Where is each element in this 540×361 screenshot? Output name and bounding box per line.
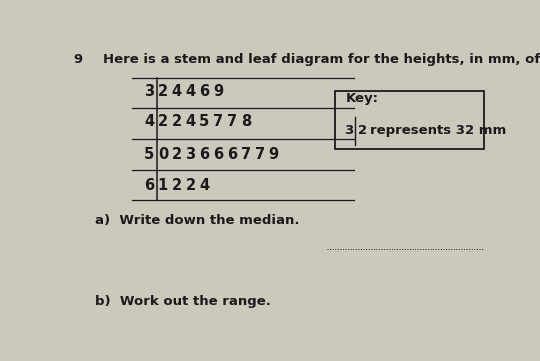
Text: 6: 6	[213, 147, 223, 162]
Text: Here is a stem and leaf diagram for the heights, in mm, of 25 seedlings.: Here is a stem and leaf diagram for the …	[103, 53, 540, 66]
Text: 6: 6	[144, 178, 154, 192]
Text: 4: 4	[144, 114, 154, 129]
Text: 2: 2	[172, 178, 182, 192]
Text: 2: 2	[185, 178, 195, 192]
Text: 7: 7	[227, 114, 237, 129]
Text: 2: 2	[172, 147, 182, 162]
Text: 4: 4	[185, 114, 195, 129]
Text: 1: 1	[158, 178, 168, 192]
Text: 7: 7	[241, 147, 251, 162]
Text: 6: 6	[199, 147, 210, 162]
Text: 3: 3	[344, 125, 353, 138]
Text: 4: 4	[185, 84, 195, 100]
Text: 5: 5	[144, 147, 154, 162]
Text: 2: 2	[158, 114, 168, 129]
Text: 9: 9	[268, 147, 279, 162]
Text: 8: 8	[241, 114, 251, 129]
Text: 7: 7	[254, 147, 265, 162]
Text: b)  Work out the range.: b) Work out the range.	[94, 295, 271, 308]
Text: 9: 9	[213, 84, 223, 100]
Text: 2: 2	[172, 114, 182, 129]
Text: 6: 6	[199, 84, 210, 100]
Text: 3: 3	[185, 147, 195, 162]
Text: Key:: Key:	[346, 92, 379, 105]
Text: 6: 6	[227, 147, 237, 162]
Text: 5: 5	[199, 114, 210, 129]
Text: 3: 3	[144, 84, 154, 100]
Text: 7: 7	[213, 114, 223, 129]
Text: 0: 0	[158, 147, 168, 162]
Text: 2: 2	[359, 125, 368, 138]
Text: 2: 2	[158, 84, 168, 100]
Text: 4: 4	[199, 178, 210, 192]
Text: represents 32 mm: represents 32 mm	[370, 125, 507, 138]
Bar	[335, 91, 484, 149]
Text: 9: 9	[74, 53, 83, 66]
Text: a)  Write down the median.: a) Write down the median.	[94, 214, 299, 227]
Text: 4: 4	[172, 84, 182, 100]
